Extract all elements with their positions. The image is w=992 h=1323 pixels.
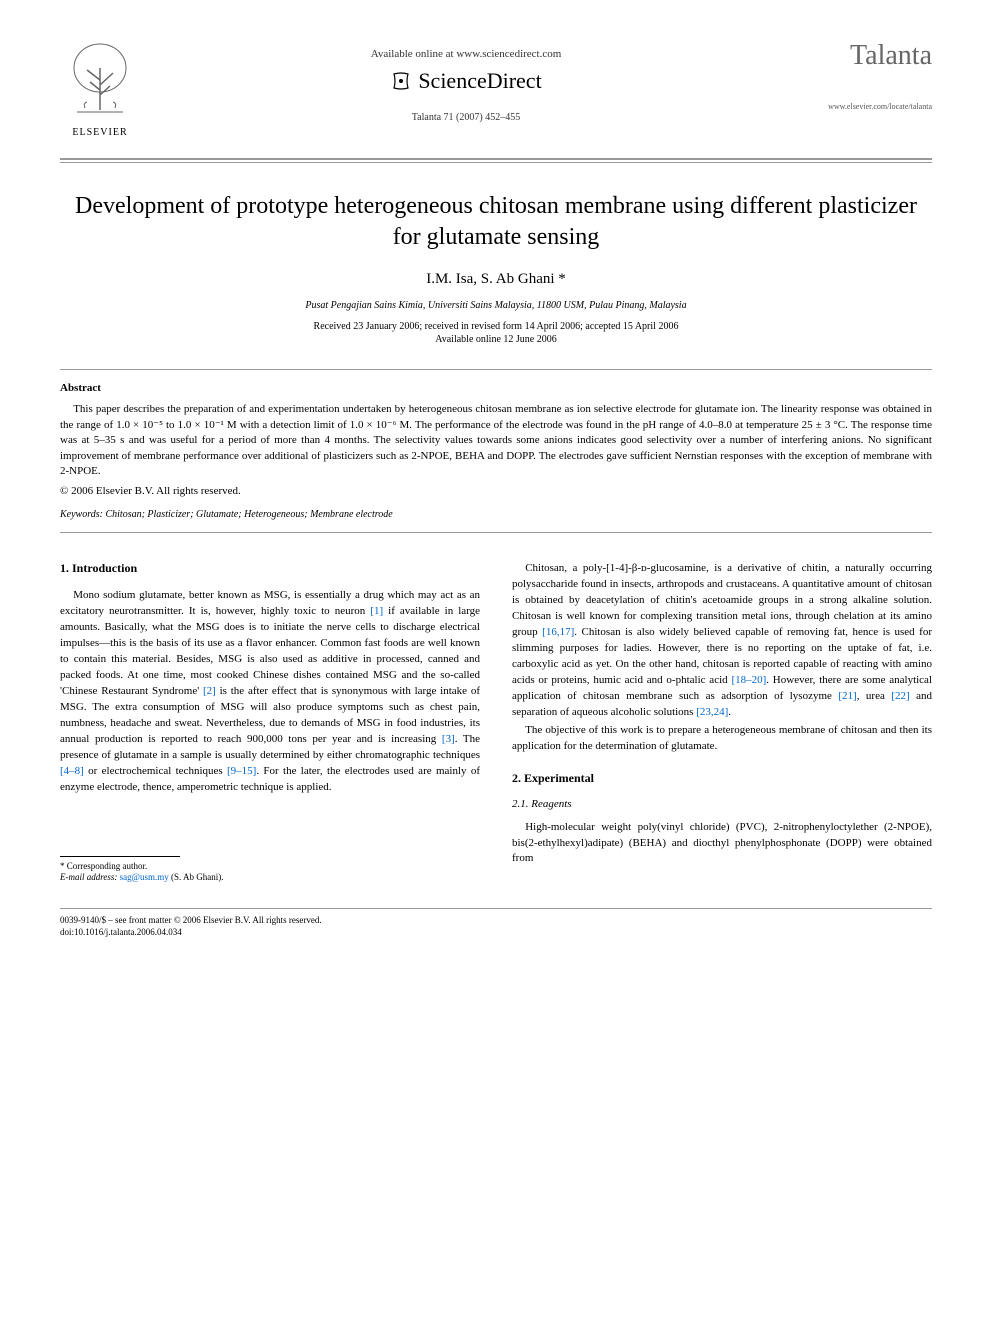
abstract-bottom-divider bbox=[60, 532, 932, 533]
intro-paragraph-2: Chitosan, a poly-[1-4]-β-ᴅ-glucosamine, … bbox=[512, 561, 932, 720]
ref-link[interactable]: [23,24] bbox=[696, 706, 728, 718]
journal-url: www.elsevier.com/locate/talanta bbox=[792, 102, 932, 111]
available-online-text: Available online at www.sciencedirect.co… bbox=[140, 48, 792, 60]
abstract-top-divider bbox=[60, 369, 932, 370]
ref-link[interactable]: [9–15] bbox=[227, 765, 256, 777]
two-column-layout: 1. Introduction Mono sodium glutamate, b… bbox=[60, 561, 932, 884]
ref-link[interactable]: [3] bbox=[442, 733, 455, 745]
ref-link[interactable]: [4–8] bbox=[60, 765, 84, 777]
abstract-heading: Abstract bbox=[60, 382, 932, 394]
footer-line-2: doi:10.1016/j.talanta.2006.04.034 bbox=[60, 927, 932, 939]
elsevier-logo-block: ELSEVIER bbox=[60, 40, 140, 138]
corresponding-author-note: * Corresponding author. bbox=[60, 861, 480, 873]
sciencedirect-logo: ScienceDirect bbox=[140, 68, 792, 94]
footnote-divider bbox=[60, 856, 180, 857]
email-line: E-mail address: sag@usm.my (S. Ab Ghani)… bbox=[60, 872, 480, 884]
elsevier-tree-icon bbox=[65, 40, 135, 120]
email-link[interactable]: sag@usm.my bbox=[120, 872, 169, 882]
footer-divider bbox=[60, 908, 932, 909]
header-divider-thin bbox=[60, 162, 932, 163]
ref-link[interactable]: [1] bbox=[370, 605, 383, 617]
intro-paragraph-1: Mono sodium glutamate, better known as M… bbox=[60, 588, 480, 795]
abstract-body: This paper describes the preparation of … bbox=[60, 402, 932, 479]
history-dates: Received 23 January 2006; received in re… bbox=[60, 321, 932, 332]
sciencedirect-icon bbox=[390, 70, 412, 92]
ref-link[interactable]: [16,17] bbox=[542, 626, 574, 638]
keywords-line: Keywords: Chitosan; Plasticizer; Glutama… bbox=[60, 509, 932, 520]
elsevier-label: ELSEVIER bbox=[60, 127, 140, 138]
available-online-date: Available online 12 June 2006 bbox=[60, 334, 932, 345]
header-divider-thick bbox=[60, 158, 932, 160]
sciencedirect-text: ScienceDirect bbox=[418, 68, 541, 94]
center-header: Available online at www.sciencedirect.co… bbox=[140, 40, 792, 123]
reagents-heading: 2.1. Reagents bbox=[512, 798, 932, 810]
left-column: 1. Introduction Mono sodium glutamate, b… bbox=[60, 561, 480, 884]
article-title: Development of prototype heterogeneous c… bbox=[60, 191, 932, 253]
journal-logo-block: Talanta www.elsevier.com/locate/talanta bbox=[792, 40, 932, 111]
intro-paragraph-3: The objective of this work is to prepare… bbox=[512, 723, 932, 755]
journal-reference: Talanta 71 (2007) 452–455 bbox=[140, 112, 792, 123]
ref-link[interactable]: [2] bbox=[203, 685, 216, 697]
ref-link[interactable]: [22] bbox=[891, 690, 909, 702]
ref-link[interactable]: [21] bbox=[838, 690, 856, 702]
header-row: ELSEVIER Available online at www.science… bbox=[60, 40, 932, 138]
email-author-name: (S. Ab Ghani). bbox=[171, 872, 224, 882]
abstract-copyright: © 2006 Elsevier B.V. All rights reserved… bbox=[60, 485, 932, 497]
keywords-label: Keywords: bbox=[60, 509, 103, 520]
footer-line-1: 0039-9140/$ – see front matter © 2006 El… bbox=[60, 915, 932, 927]
email-label: E-mail address: bbox=[60, 872, 117, 882]
right-column: Chitosan, a poly-[1-4]-β-ᴅ-glucosamine, … bbox=[512, 561, 932, 884]
authors: I.M. Isa, S. Ab Ghani * bbox=[60, 271, 932, 288]
journal-name: Talanta bbox=[792, 40, 932, 72]
affiliation: Pusat Pengajian Sains Kimia, Universiti … bbox=[60, 300, 932, 311]
introduction-heading: 1. Introduction bbox=[60, 561, 480, 576]
reagents-paragraph: High-molecular weight poly(vinyl chlorid… bbox=[512, 820, 932, 868]
ref-link[interactable]: [18–20] bbox=[731, 674, 766, 686]
keywords-text: Chitosan; Plasticizer; Glutamate; Hetero… bbox=[105, 509, 392, 520]
experimental-heading: 2. Experimental bbox=[512, 771, 932, 786]
